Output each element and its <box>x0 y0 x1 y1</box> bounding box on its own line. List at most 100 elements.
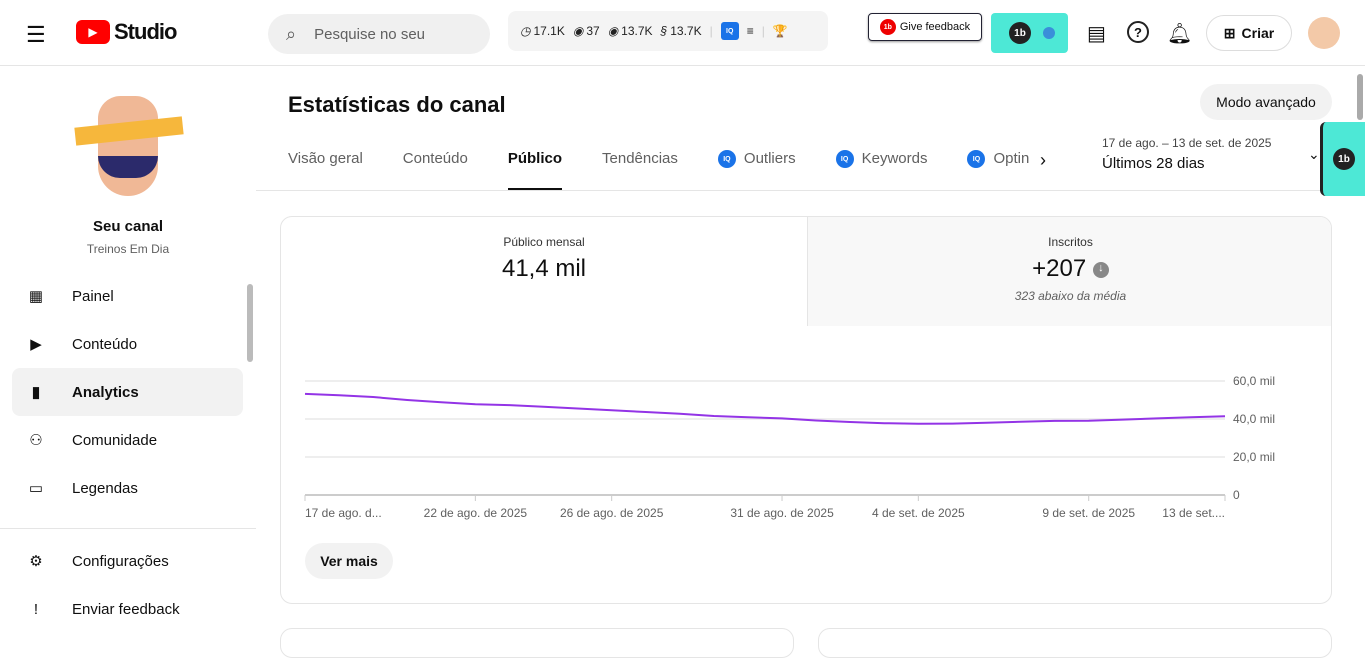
search-icon: ⌕ <box>286 23 297 44</box>
vidiq-icon[interactable]: IQ <box>720 22 739 40</box>
tab-label: Optin <box>993 150 1030 167</box>
tab-optin[interactable]: IQ Optin <box>967 150 1029 190</box>
page-scrollbar[interactable] <box>1357 74 1363 120</box>
vidiq-icon: IQ <box>967 150 986 168</box>
clock-icon: ◷ <box>520 24 531 38</box>
y-tick-label: 40,0 mil <box>1233 412 1275 426</box>
analytics-icon: ▮ <box>31 384 41 401</box>
give-feedback-button[interactable]: 1b Give feedback <box>868 13 982 41</box>
content-icon: ▶ <box>30 336 42 353</box>
tab-conteúdo[interactable]: Conteúdo <box>403 150 468 190</box>
arrow-down-icon: ↓ <box>1092 261 1109 278</box>
metric-monthly-audience[interactable]: Público mensal 41,4 mil <box>501 235 587 282</box>
sidebar-item-label: Painel <box>72 287 114 305</box>
tab-público[interactable]: Público <box>507 150 563 190</box>
y-tick-label: 20,0 mil <box>1233 450 1275 464</box>
channel-name: Seu canal <box>92 218 164 235</box>
channel-avatar[interactable] <box>70 96 185 201</box>
x-tick-label: 26 de ago. de 2025 <box>560 506 664 520</box>
x-tick-label: 9 de set. de 2025 <box>1042 506 1135 520</box>
help-icon[interactable]: ? <box>1127 21 1149 43</box>
tab-keywords[interactable]: IQ Keywords <box>835 150 928 190</box>
x-tick-label: 4 de set. de 2025 <box>872 506 965 520</box>
top-bar: ☰ ▶ Studio ⌕ Pesquise no seu ◷ 17.1K ◉ 37 ◉… <box>0 0 1365 66</box>
trophy-icon[interactable]: 🏆 <box>772 24 788 38</box>
sidebar-item-gear[interactable]: ⚙ Configurações <box>12 537 243 585</box>
tubebuddy-side-tab[interactable]: 1b <box>1320 122 1365 196</box>
card <box>280 628 794 658</box>
search-input[interactable]: ⌕ Pesquise no seu <box>268 14 490 54</box>
subtitles-icon: ▭ <box>28 480 44 497</box>
tab-tendências[interactable]: Tendências <box>602 150 678 190</box>
advanced-mode-button[interactable]: Modo avançado <box>1200 84 1332 120</box>
stat-shorts: § 13.7K <box>660 24 702 38</box>
tabs: Visão geral Conteúdo Público Tendências IQ Ou… <box>288 150 1029 190</box>
sidebar-item-analytics[interactable]: ▮ Analytics <box>12 368 243 416</box>
gear-icon: ⚙ <box>29 553 43 570</box>
comments-icon[interactable]: ▤ <box>1087 23 1106 45</box>
tab-visão-geral[interactable]: Visão geral <box>288 150 363 190</box>
tubebuddy-icon: 1b <box>879 19 896 35</box>
x-tick-label: 22 de ago. de 2025 <box>424 506 528 520</box>
status-dot <box>1043 27 1055 39</box>
line-chart: 0 20,0 mil 40,0 mil 60,0 mil 17 de ago. d...… <box>304 374 1275 520</box>
create-button[interactable]: ⊞ Criar <box>1206 15 1292 51</box>
chevron-right-icon[interactable]: › <box>1040 150 1046 170</box>
add-video-icon: ⊞ <box>1223 24 1236 41</box>
card <box>818 628 1332 658</box>
page-title: Estatísticas do canal <box>288 92 506 117</box>
divider <box>256 190 1356 191</box>
series-line <box>304 392 1226 425</box>
tab-label: Público <box>507 150 563 167</box>
youtube-logo-icon: ▶ <box>76 20 110 44</box>
tab-outliers[interactable]: IQ Outliers <box>717 150 796 190</box>
menu-icon[interactable]: ☰ <box>26 22 46 47</box>
eye-icon: ◉ <box>607 24 619 38</box>
stat-watch-time: ◷ 17.1K <box>520 24 565 38</box>
chevron-down-icon[interactable]: ⌄ <box>1308 146 1320 162</box>
tubebuddy-button[interactable]: 1b <box>991 13 1068 53</box>
vidiq-icon: IQ <box>835 150 854 168</box>
sidebar-item-comunidade[interactable]: ⚇ Comunidade <box>12 416 243 464</box>
date-picker[interactable]: Últimos 28 dias <box>1102 155 1205 172</box>
extension-stats-bar: ◷ 17.1K ◉ 37 ◉ 13.7K § 13.7K | IQ ≡ | 🏆 <box>508 11 828 51</box>
sidebar-item-painel[interactable]: ▦ Painel <box>12 272 243 320</box>
sidebar-item-label: Analytics <box>72 383 139 401</box>
channel-handle: Treinos Em Dia <box>86 242 170 256</box>
sidebar-item-feedback[interactable]: ! Enviar feedback <box>12 585 243 633</box>
notifications-icon[interactable]: 🔔︎ <box>1167 23 1193 45</box>
divider <box>0 528 256 529</box>
x-tick-label: 13 de set.... <box>1162 506 1225 520</box>
tab-label: Tendências <box>602 150 678 167</box>
see-more-button[interactable]: Ver mais <box>305 543 393 579</box>
list-icon[interactable]: ≡ <box>746 24 754 38</box>
sidebar-item-label: Configurações <box>72 552 169 570</box>
sidebar-item-conteúdo[interactable]: ▶ Conteúdo <box>12 320 243 368</box>
community-icon: ⚇ <box>29 432 43 449</box>
studio-logo[interactable]: ▶ Studio <box>76 19 177 45</box>
shorts-icon: § <box>660 24 668 38</box>
y-tick-label: 60,0 mil <box>1233 374 1275 388</box>
tubebuddy-icon: 1b <box>1009 22 1031 44</box>
vidiq-icon: IQ <box>717 150 736 168</box>
x-tick-label: 31 de ago. de 2025 <box>730 506 834 520</box>
stat-views: ◉ 37 <box>572 24 600 38</box>
stat-views-total: ◉ 13.7K <box>607 24 653 38</box>
tab-label: Outliers <box>743 150 796 167</box>
avatar[interactable] <box>1308 17 1340 49</box>
tab-label: Keywords <box>861 150 928 167</box>
tubebuddy-icon: 1b <box>1333 148 1355 170</box>
audience-card: Público mensal 41,4 mil Inscritos +207 ↓… <box>280 216 1332 604</box>
sidebar-scrollbar[interactable] <box>247 284 253 362</box>
sidebar: Seu canal Treinos Em Dia ▦ Painel ▶ Conteúd… <box>0 66 256 642</box>
sidebar-item-label: Comunidade <box>72 431 158 449</box>
eye-icon: ◉ <box>572 24 584 38</box>
x-tick-label: 17 de ago. d... <box>305 506 382 520</box>
tab-label: Visão geral <box>288 150 363 167</box>
sidebar-item-label: Conteúdo <box>72 335 138 353</box>
metric-subscribers[interactable]: Inscritos +207 ↓ 323 abaixo da média <box>807 217 1331 326</box>
sidebar-item-legendas[interactable]: ▭ Legendas <box>12 464 243 512</box>
date-range: 17 de ago. – 13 de set. de 2025 <box>1102 136 1272 150</box>
tab-label: Conteúdo <box>402 150 468 167</box>
sidebar-item-label: Enviar feedback <box>72 600 180 618</box>
